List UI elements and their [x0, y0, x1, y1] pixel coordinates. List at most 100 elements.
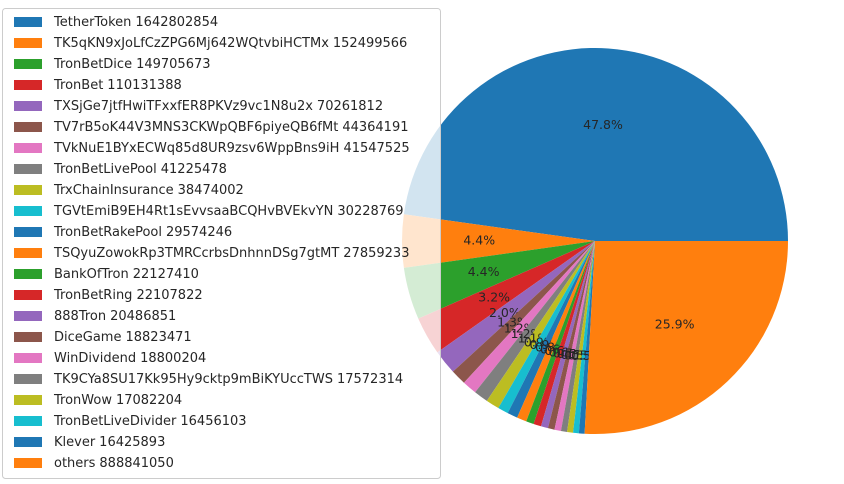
legend-name: TetherToken [53, 15, 131, 30]
legend-value: 22107822 [136, 288, 202, 303]
pie-slice [403, 48, 788, 242]
pie-slice [560, 241, 595, 432]
legend-swatch [14, 206, 42, 216]
legend-swatch [14, 101, 42, 111]
legend-value: 17082204 [116, 393, 182, 408]
legend-swatch [14, 437, 42, 447]
percent-label: 47.8% [583, 117, 623, 132]
legend-value: 17572314 [337, 372, 403, 387]
legend-name: TronWow [53, 393, 112, 408]
legend-entry: TronWow 17082204 [53, 393, 182, 408]
legend-swatch [14, 59, 42, 69]
legend-value: 41225478 [161, 162, 227, 177]
legend-swatch [14, 38, 42, 48]
legend-box [2, 8, 441, 479]
legend-entry: TetherToken 1642802854 [53, 15, 218, 30]
percent-label: 4.4% [468, 264, 500, 279]
legend-name: TV7rB5oK44V3MNS3CKWpQBF6piyeQB6fMt [53, 120, 338, 135]
legend-value: 27859233 [343, 246, 409, 261]
legend-swatch [14, 17, 42, 27]
legend-name: TronBetLiveDivider [53, 414, 177, 429]
legend-value: 16456103 [180, 414, 246, 429]
legend-name: TK5qKN9xJoLfCzZPG6Mj642WQtvbiHCTMx [53, 36, 329, 51]
legend-swatch [14, 374, 42, 384]
legend-swatch [14, 143, 42, 153]
pie-slice [475, 241, 595, 401]
legend-value: 29574246 [166, 225, 232, 240]
legend-value: 149705673 [136, 57, 210, 72]
pie-slice [401, 214, 595, 268]
legend-swatch [14, 290, 42, 300]
legend-swatch [14, 332, 42, 342]
legend-entry: TSQyuZowokRp3TMRCcrbsDnhnnDSg7gtMT 278592… [53, 246, 409, 261]
legend-name: TK9CYa8SU17Kk95Hy9cktp9mBiKYUccTWS [53, 372, 333, 387]
legend-value: 16425893 [99, 435, 165, 450]
legend-name: WinDividend [54, 351, 136, 366]
legend-swatch [14, 80, 42, 90]
legend-entry: TronBetDice 149705673 [53, 57, 211, 72]
pie-slice [578, 241, 595, 434]
pie-slice [403, 241, 595, 319]
legend-swatch [14, 269, 42, 279]
legend-swatch [14, 395, 42, 405]
legend-entry: TronBetRakePool 29574246 [53, 225, 232, 240]
legend-value: 888841050 [99, 456, 173, 471]
legend-swatch [14, 122, 42, 132]
legend-name: TXSjGe7jtfHwiTFxxfER8PKVz9vc1N8u2x [53, 99, 313, 114]
legend-value: 152499566 [333, 36, 407, 51]
legend-value: 38474002 [178, 183, 244, 198]
legend-swatch [14, 185, 42, 195]
pie-slice [573, 241, 595, 434]
legend-name: TronBet [53, 78, 103, 93]
pie-slice [498, 241, 595, 414]
legend-entry: others 888841050 [54, 456, 174, 471]
percent-label: 25.9% [655, 317, 695, 332]
legend-name: DiceGame [54, 330, 121, 345]
pie-slice [547, 241, 595, 430]
legend-entry: Klever 16425893 [54, 435, 165, 450]
legend-name: 888Tron [54, 309, 106, 324]
legend-name: TrxChainInsurance [53, 183, 174, 198]
legend-swatch [14, 311, 42, 321]
pie-slice [517, 241, 595, 422]
legend-value: 110131388 [107, 78, 181, 93]
legend-entry: TK5qKN9xJoLfCzZPG6Mj642WQtvbiHCTMx 152499… [53, 36, 407, 51]
pie-slice [567, 241, 595, 433]
legend-name: TSQyuZowokRp3TMRCcrbsDnhnnDSg7gtMT [53, 246, 339, 261]
legend-value: 1642802854 [135, 15, 218, 30]
legend-entry: TronBet 110131388 [53, 78, 182, 93]
legend-entry: TronBetRing 22107822 [53, 288, 203, 303]
legend-value: 70261812 [317, 99, 383, 114]
legend-entry: WinDividend 18800204 [54, 351, 206, 366]
legend-entry: 888Tron 20486851 [54, 309, 176, 324]
legend-entry: DiceGame 18823471 [54, 330, 192, 345]
legend-entry: TXSjGe7jtfHwiTFxxfER8PKVz9vc1N8u2x 702618… [53, 99, 383, 114]
pie-slice [554, 241, 595, 431]
percent-label: 3.2% [478, 289, 510, 304]
percent-label: 4.4% [463, 233, 495, 248]
legend-entry: TK9CYa8SU17Kk95Hy9cktp9mBiKYUccTWS 175723… [53, 372, 403, 387]
legend-value: 44364191 [342, 120, 408, 135]
pie-slice [452, 241, 595, 383]
legend-swatch [14, 248, 42, 258]
legend-name: TronBetDice [53, 57, 132, 72]
pie-slice [541, 241, 595, 429]
legend-value: 20486851 [110, 309, 176, 324]
legend-entry: TV7rB5oK44V3MNS3CKWpQBF6piyeQB6fMt 443641… [53, 120, 408, 135]
legend-name: TronBetRing [53, 288, 132, 303]
legend-name: TVkNuE1BYxECWq85d8UR9zsv6WppBns9iH [53, 141, 339, 156]
legend-entry: TVkNuE1BYxECWq85d8UR9zsv6WppBns9iH 415475… [53, 141, 410, 156]
legend-name: TronBetRakePool [53, 225, 162, 240]
legend-swatch [14, 164, 42, 174]
legend-value: 18800204 [140, 351, 206, 366]
legend-name: Klever [54, 435, 96, 450]
legend-swatch [14, 416, 42, 426]
pie-slice [437, 241, 595, 372]
pie-slice [418, 241, 595, 353]
legend-entry: TrxChainInsurance 38474002 [53, 183, 244, 198]
pie-slice [486, 241, 595, 409]
legend-value: 22127410 [133, 267, 199, 282]
legend-entry: TGVtEmiB9EH4Rt1sEvvsaaBCQHvBVEkvYN 302287… [53, 204, 404, 219]
legend-value: 41547525 [343, 141, 409, 156]
